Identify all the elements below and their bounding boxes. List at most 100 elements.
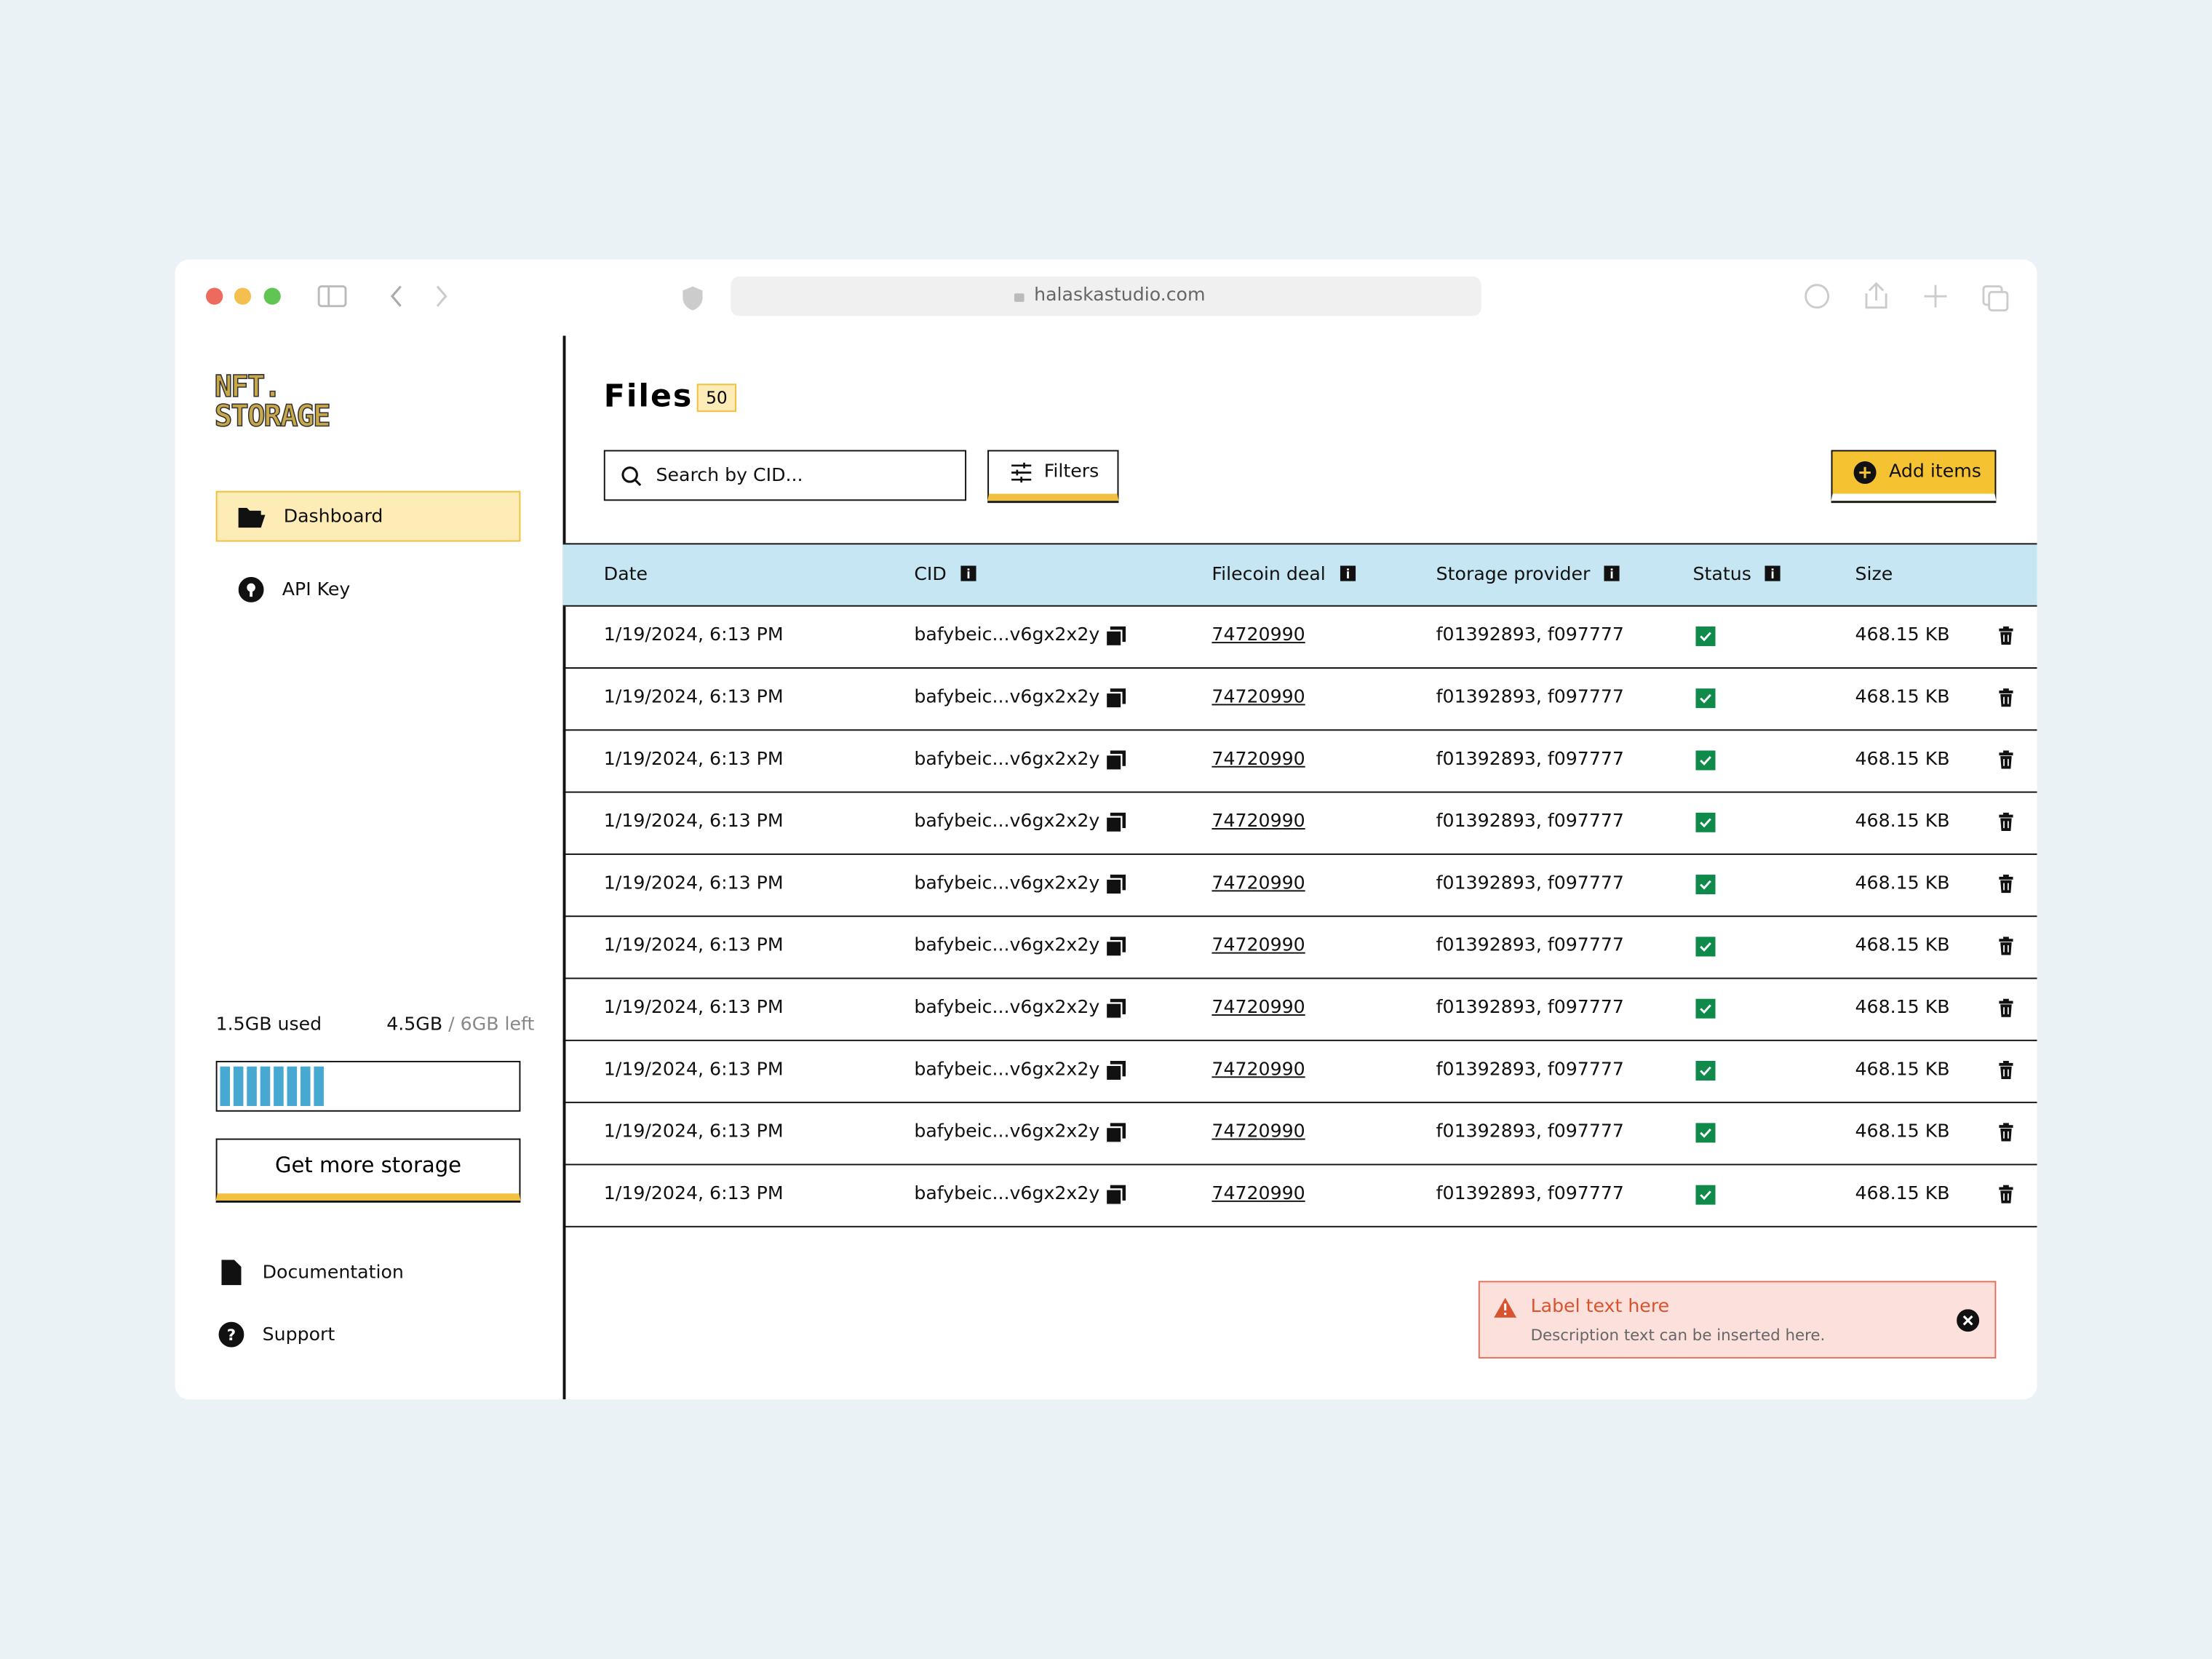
delete-icon[interactable] [1999,998,2013,1023]
help-icon: ? [218,1321,244,1348]
add-items-button[interactable]: Add items [1831,450,1997,501]
copy-icon[interactable] [1105,998,1126,1025]
column-header: CID [914,565,976,586]
size: 468.15 KB [1855,873,1950,895]
storage-left-value: 4.5GB [386,1014,443,1036]
filecoin-deal[interactable]: 74720990 [1212,811,1305,832]
size: 468.15 KB [1855,687,1950,709]
delete-icon[interactable] [1999,626,2013,651]
status-check [1695,936,1716,962]
nav-label: Dashboard [283,506,383,528]
storage-total: / 6GB left [448,1014,535,1036]
column-header-label: Size [1855,564,1893,586]
copy-icon[interactable] [1105,1123,1126,1148]
filecoin-deal[interactable]: 74720990 [1212,1183,1305,1205]
copy-icon[interactable] [1105,875,1126,900]
copy-icon[interactable] [1105,1185,1126,1211]
delete-icon[interactable] [1999,750,2013,774]
date: 1/19/2024, 6:13 PM [603,687,784,709]
search-box[interactable]: Search by CID... [603,450,967,501]
storage-provider: f01392893, f097777 [1436,749,1624,771]
delete-icon[interactable] [1999,1060,2013,1085]
table-row: 1/19/2024, 6:13 PM bafybeic...v6gx2x2y 747… [562,854,2037,918]
key-icon [238,576,264,602]
copy-icon[interactable] [1105,688,1126,714]
filecoin-deal[interactable]: 74720990 [1212,1121,1305,1143]
status-check [1695,750,1716,776]
close-icon[interactable] [1957,1309,1980,1332]
filters-label: Filters [1043,461,1099,483]
logo-line: STORAGE [214,399,332,434]
filecoin-deal[interactable]: 74720990 [1212,935,1305,957]
copy-icon[interactable] [1105,750,1126,776]
svg-text:?: ? [227,1326,236,1345]
table-row: 1/19/2024, 6:13 PM bafybeic...v6gx2x2y 747… [562,915,2037,979]
toolbar [206,276,2009,317]
column-header: Date [604,565,648,586]
date: 1/19/2024, 6:13 PM [603,624,784,646]
delete-icon[interactable] [1999,1185,2013,1209]
size: 468.15 KB [1855,749,1950,771]
sidebar-divider [562,335,565,1400]
filters-icon [1011,462,1032,483]
storage-provider: f01392893, f097777 [1436,873,1624,895]
filters-button[interactable]: Filters [987,450,1119,501]
toast-label: Label text here [1530,1296,1670,1318]
status-check [1695,998,1716,1025]
cid: bafybeic...v6gx2x2y [914,1183,1100,1205]
filecoin-deal[interactable]: 74720990 [1212,997,1305,1019]
cid: bafybeic...v6gx2x2y [914,624,1100,646]
cid: bafybeic...v6gx2x2y [914,873,1100,895]
copy-icon[interactable] [1105,626,1126,652]
storage-provider: f01392893, f097777 [1436,935,1624,957]
storage-bar [215,1060,521,1112]
delete-icon[interactable] [1999,936,2013,960]
logo[interactable]: NFT. STORAGE [214,369,332,434]
get-storage-button[interactable]: Get more storage [215,1138,521,1201]
delete-icon[interactable] [1999,1123,2013,1147]
copy-icon[interactable] [1105,812,1126,838]
delete-icon[interactable] [1999,875,2013,899]
column-header-label: Storage provider [1436,564,1591,586]
column-header-label: CID [914,564,947,586]
table-row: 1/19/2024, 6:13 PM bafybeic...v6gx2x2y 747… [562,729,2037,793]
delete-icon[interactable] [1999,688,2013,712]
url[interactable]: halaskastudio.com [1034,285,1206,306]
delete-icon[interactable] [1999,812,2013,837]
cid: bafybeic...v6gx2x2y [914,687,1100,709]
cid: bafybeic...v6gx2x2y [914,1059,1100,1081]
copy-icon[interactable] [1105,1060,1126,1086]
toast: Label text here Description text can be … [1478,1281,1997,1359]
link[interactable]: Support [262,1324,335,1346]
storage-provider: f01392893, f097777 [1436,811,1624,832]
table-row: 1/19/2024, 6:13 PM bafybeic...v6gx2x2y 747… [562,1102,2037,1166]
nav-dashboard[interactable]: Dashboard [215,490,521,542]
cid: bafybeic...v6gx2x2y [914,749,1100,771]
nav-label[interactable]: API Key [282,579,351,601]
table-row: 1/19/2024, 6:13 PM bafybeic...v6gx2x2y 747… [562,1040,2037,1104]
status-check [1695,812,1716,838]
storage-left: 4.5GB / 6GB left [386,1014,534,1035]
column-header: Filecoin deal [1212,565,1356,586]
filecoin-deal[interactable]: 74720990 [1212,687,1305,709]
filecoin-deal[interactable]: 74720990 [1212,749,1305,771]
table-row: 1/19/2024, 6:13 PM bafybeic...v6gx2x2y 747… [562,667,2037,731]
status-check [1695,1123,1716,1148]
column-header: Storage provider [1436,565,1620,586]
count-badge: 50 [696,383,737,413]
filecoin-deal[interactable]: 74720990 [1212,873,1305,895]
logo-line: NFT. [214,369,282,404]
warning-icon [1494,1297,1517,1318]
status-check [1695,1185,1716,1211]
add-icon [1853,461,1877,485]
filecoin-deal[interactable]: 74720990 [1212,624,1305,646]
link[interactable]: Documentation [262,1262,404,1284]
filecoin-deal[interactable]: 74720990 [1212,1059,1305,1081]
date: 1/19/2024, 6:13 PM [603,873,784,895]
status-check [1695,688,1716,714]
storage-fill [220,1066,324,1107]
column-header: Size [1855,565,1893,586]
copy-icon[interactable] [1105,936,1126,962]
date: 1/19/2024, 6:13 PM [603,935,784,957]
column-header-label: Status [1692,564,1751,586]
